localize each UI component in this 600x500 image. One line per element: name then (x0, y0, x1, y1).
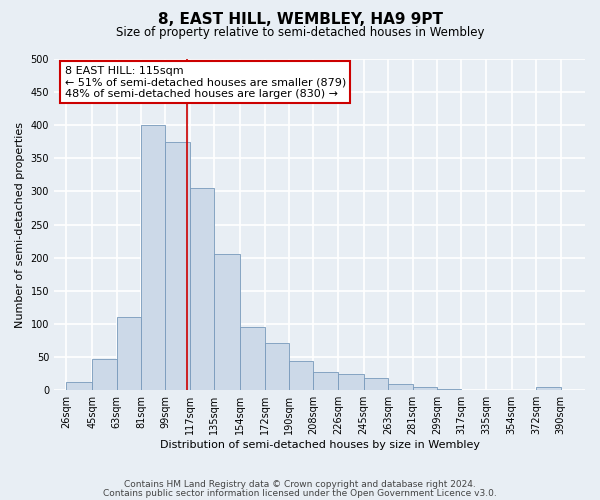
Text: Contains public sector information licensed under the Open Government Licence v3: Contains public sector information licen… (103, 488, 497, 498)
Bar (166, 142, 190, 390)
X-axis label: Distribution of semi-detached houses by size in Wembley: Distribution of semi-detached houses by … (160, 440, 479, 450)
Bar (437, 389, 461, 390)
Text: 8, EAST HILL, WEMBLEY, HA9 9PT: 8, EAST HILL, WEMBLEY, HA9 9PT (157, 12, 443, 28)
Text: Size of property relative to semi-detached houses in Wembley: Size of property relative to semi-detach… (116, 26, 484, 39)
Y-axis label: Number of semi-detached properties: Number of semi-detached properties (15, 122, 25, 328)
Bar (141, 125, 166, 390)
Bar (388, 384, 413, 390)
Bar (413, 387, 437, 390)
Bar (364, 378, 388, 390)
Bar (240, 328, 265, 390)
Bar (338, 374, 364, 390)
Text: Contains HM Land Registry data © Crown copyright and database right 2024.: Contains HM Land Registry data © Crown c… (124, 480, 476, 489)
Bar (289, 361, 313, 390)
Bar (66, 382, 92, 390)
Bar (313, 372, 338, 390)
Bar (116, 318, 141, 390)
Bar (190, 188, 214, 390)
Bar (265, 342, 289, 390)
Bar (214, 254, 240, 390)
Bar (536, 387, 560, 390)
Bar (92, 359, 116, 390)
Text: 8 EAST HILL: 115sqm
← 51% of semi-detached houses are smaller (879)
48% of semi-: 8 EAST HILL: 115sqm ← 51% of semi-detach… (65, 66, 346, 99)
